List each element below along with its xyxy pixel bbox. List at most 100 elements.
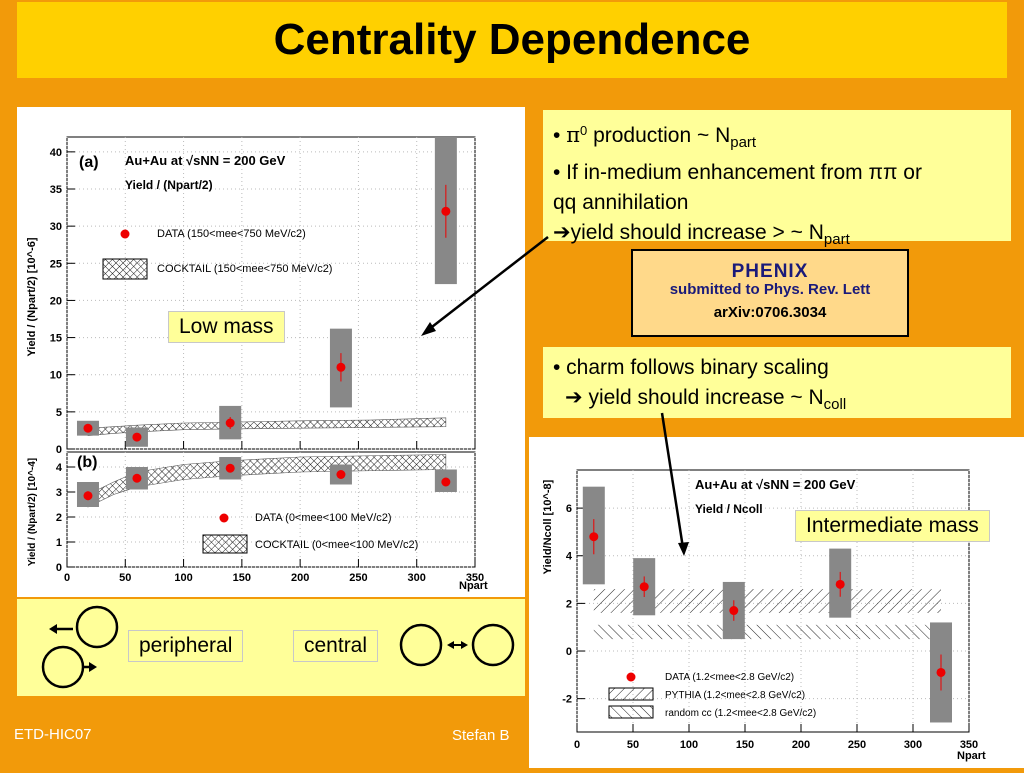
- y-tick-label: -2: [562, 694, 572, 706]
- intermediate-mass-text: Intermediate mass: [806, 514, 979, 537]
- x-tick-label: 0: [64, 572, 70, 584]
- x-tick-label: 0: [574, 739, 580, 751]
- x-tick-label: 350: [466, 572, 484, 584]
- x-tick-label: 100: [174, 572, 192, 584]
- x-axis-label: Npart: [459, 580, 488, 592]
- legend-entry: DATA (1.2<mee<2.8 GeV/c2): [665, 672, 794, 683]
- low-mass-label: Low mass: [168, 311, 285, 343]
- phenix-logo: PHENIX: [731, 261, 809, 282]
- slide-title: Centrality Dependence: [273, 15, 751, 64]
- centrality-illustration: [17, 599, 525, 696]
- phenix-journal: submitted to Phys. Rev. Lett: [669, 281, 871, 298]
- legend-swatch: [608, 687, 654, 701]
- legend-entry: COCKTAIL (150<mee<750 MeV/c2): [157, 263, 332, 275]
- x-axis-label: Npart: [957, 750, 986, 762]
- data-point: [729, 606, 739, 616]
- chart-subheader: Yield / Ncoll: [695, 502, 763, 516]
- y-axis-label: Yield/Ncoll [10^-8]: [542, 479, 554, 574]
- x-tick-label: 100: [680, 739, 698, 751]
- pion-bullets: • π0 production ~ Npart • If in-medium e…: [543, 110, 1011, 248]
- legend-entry: PYTHIA (1.2<mee<2.8 GeV/c2): [665, 690, 805, 701]
- y-tick-label: 20: [50, 295, 62, 307]
- footer-author: Stefan B: [452, 727, 510, 744]
- legend-swatch: [608, 705, 654, 719]
- y-axis-label: Yield / (Npart/2) [10^-4]: [27, 458, 38, 566]
- x-tick-label: 50: [119, 572, 131, 584]
- data-point: [336, 362, 346, 372]
- peripheral-label: peripheral: [128, 630, 244, 662]
- collision-sketch: [41, 605, 515, 689]
- data-point: [441, 477, 451, 487]
- data-point: [441, 206, 451, 216]
- y-tick-label: 4: [56, 462, 63, 474]
- data-point: [936, 667, 946, 677]
- legend-swatch: [102, 258, 148, 280]
- x-tick-label: 200: [792, 739, 810, 751]
- left-plot-panel: 0 5 10 15 20 25 30 35 40 0 1 2 3 4 0 50 100 150 200 250 300 3…: [17, 107, 525, 597]
- data-point: [589, 532, 599, 542]
- y-tick-label: 3: [56, 487, 62, 499]
- data-point: [83, 423, 93, 433]
- data-point: [336, 470, 346, 479]
- y-tick-label: 2: [566, 598, 572, 610]
- charm-bullets: • charm follows binary scaling ➔ yield s…: [543, 347, 1011, 418]
- peripheral-text: peripheral: [139, 634, 233, 657]
- data-point: [83, 491, 93, 501]
- data-point: [132, 473, 142, 483]
- random-cc-band: [593, 624, 941, 640]
- central-label: central: [293, 630, 379, 662]
- x-tick-label: 150: [233, 572, 251, 584]
- x-tick-label: 50: [627, 739, 639, 751]
- right-arrow-icon: ➔: [553, 221, 571, 244]
- y-tick-label: 40: [50, 147, 62, 159]
- x-tick-label: 150: [736, 739, 754, 751]
- nucleus-circle: [471, 623, 515, 667]
- legend-entry: DATA (150<mee<750 MeV/c2): [157, 228, 306, 240]
- chart-header: Au+Au at √sNN = 200 GeV: [125, 153, 286, 168]
- bullet-annihilation: qq annihilation: [553, 191, 689, 214]
- pythia-band: [593, 589, 941, 613]
- data-point: [835, 579, 845, 589]
- right-arrow-icon: ➔: [565, 386, 583, 409]
- data-point: [225, 418, 235, 428]
- chart-header: Au+Au at √sNN = 200 GeV: [695, 477, 856, 492]
- nucleus-circle: [75, 605, 119, 649]
- x-tick-label: 250: [349, 572, 367, 584]
- legend-entry: COCKTAIL (0<mee<100 MeV/c2): [255, 539, 418, 551]
- x-tick-label: 350: [960, 739, 978, 751]
- nucleus-circle: [399, 623, 443, 667]
- y-tick-label: 2: [56, 512, 62, 524]
- legend-entry: DATA (0<mee<100 MeV/c2): [255, 512, 392, 524]
- y-tick-label: 25: [50, 258, 62, 270]
- legend-marker: [120, 229, 130, 239]
- low-mass-text: Low mass: [179, 315, 274, 338]
- legend-swatch: [202, 534, 248, 554]
- y-tick-label: 0: [566, 646, 572, 658]
- title-bar: Centrality Dependence: [17, 2, 1007, 78]
- y-tick-label: 0: [56, 562, 62, 574]
- data-point: [639, 582, 649, 592]
- x-tick-label: 200: [291, 572, 309, 584]
- phenix-arxiv: arXiv:0706.3034: [713, 304, 827, 321]
- bullet-charm-yield: ➔ yield should increase ~ Ncoll: [553, 383, 1001, 420]
- nucleus-circle: [41, 645, 85, 689]
- x-tick-label: 250: [848, 739, 866, 751]
- data-point: [132, 432, 142, 442]
- bullet-yield: ➔yield should increase > ~ Npart: [553, 221, 850, 248]
- data-point: [225, 463, 235, 473]
- footer-conference: ETD-HIC07: [14, 726, 92, 743]
- panel-label-b: (b): [77, 454, 97, 471]
- y-tick-label: 0: [56, 444, 62, 456]
- bullet-pi0: • π0 production ~ Npart: [553, 123, 757, 151]
- legend-marker: [626, 672, 636, 682]
- y-tick-label: 1: [56, 537, 62, 549]
- x-tick-label: 300: [904, 739, 922, 751]
- panel-label-a: (a): [79, 154, 99, 171]
- central-text: central: [304, 634, 368, 657]
- arrow-right-head-icon: [89, 662, 97, 672]
- y-tick-label: 6: [566, 503, 572, 515]
- right-plot-panel: -2 0 2 4 6 0 50 100 150 200 250 300 350 Npart Au+Au at…: [529, 437, 1024, 768]
- legend-marker: [219, 513, 229, 523]
